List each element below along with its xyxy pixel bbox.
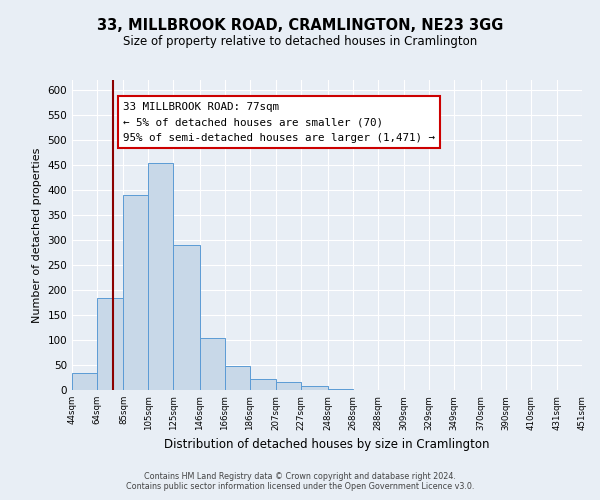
Text: Contains public sector information licensed under the Open Government Licence v3: Contains public sector information licen… <box>126 482 474 491</box>
Bar <box>148 162 173 390</box>
Bar <box>250 379 276 390</box>
Y-axis label: Number of detached properties: Number of detached properties <box>32 148 42 322</box>
Text: Contains HM Land Registry data © Crown copyright and database right 2024.: Contains HM Land Registry data © Crown c… <box>144 472 456 481</box>
Bar <box>328 389 353 390</box>
Bar <box>72 372 97 390</box>
Text: 33 MILLBROOK ROAD: 77sqm
← 5% of detached houses are smaller (70)
95% of semi-de: 33 MILLBROOK ROAD: 77sqm ← 5% of detache… <box>123 102 435 143</box>
Bar <box>276 382 301 390</box>
Bar <box>301 386 328 390</box>
Bar <box>225 366 250 390</box>
Bar <box>200 338 225 390</box>
Bar <box>124 195 148 390</box>
Bar <box>97 298 124 390</box>
X-axis label: Distribution of detached houses by size in Cramlington: Distribution of detached houses by size … <box>164 438 490 451</box>
Bar <box>173 245 200 390</box>
Text: Size of property relative to detached houses in Cramlington: Size of property relative to detached ho… <box>123 35 477 48</box>
Text: 33, MILLBROOK ROAD, CRAMLINGTON, NE23 3GG: 33, MILLBROOK ROAD, CRAMLINGTON, NE23 3G… <box>97 18 503 32</box>
